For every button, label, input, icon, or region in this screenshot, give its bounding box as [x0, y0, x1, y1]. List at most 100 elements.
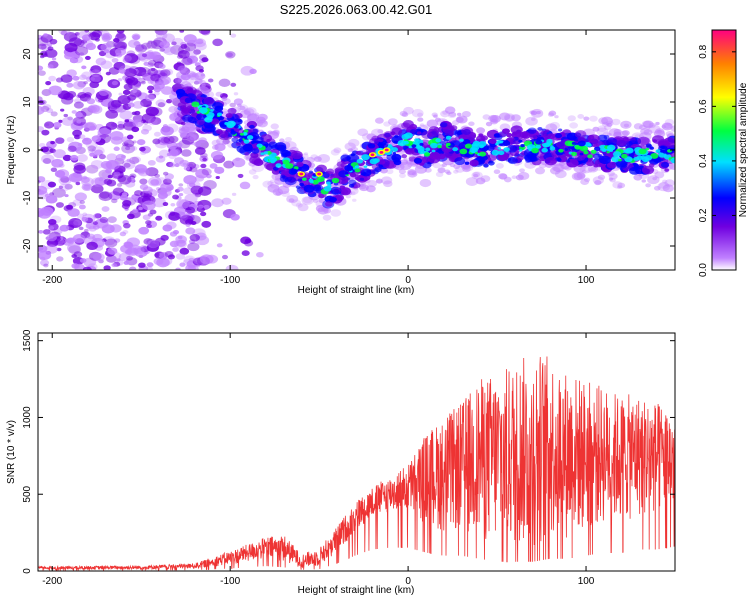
spectrogram-blob	[163, 171, 169, 176]
spectrogram-blob	[161, 79, 170, 85]
spectrogram-blob	[188, 72, 200, 81]
spectrogram-blob	[506, 145, 518, 153]
spectrogram-blob	[211, 144, 219, 150]
spectrogram-blob	[115, 153, 126, 162]
spectrogram-blob	[166, 161, 174, 168]
spectrogram-blob	[489, 138, 497, 144]
spectrogram-blob	[164, 173, 174, 180]
spectrogram-blob	[72, 234, 86, 244]
spectrogram-blob	[153, 131, 161, 137]
spectrogram-blob	[98, 89, 109, 97]
spectrogram-blob	[444, 106, 456, 114]
spectrogram-blob	[540, 130, 547, 136]
spectrogram-blob	[114, 238, 121, 243]
spectrogram-blob	[73, 164, 86, 174]
spectrogram-blob	[38, 180, 41, 184]
spectrogram-blob	[201, 220, 212, 228]
spectrogram-blob	[535, 144, 542, 149]
spectrogram-blob	[190, 185, 204, 195]
spectrogram-blob	[132, 119, 144, 128]
spectrogram-blob	[131, 156, 141, 163]
spectrogram-blob	[328, 196, 337, 203]
spectrogram-blob	[416, 131, 422, 135]
spectrogram-blob	[47, 64, 54, 69]
spectrogram-blob	[518, 149, 523, 152]
spectrogram-blob	[398, 169, 406, 175]
spectrogram-blob	[77, 31, 88, 39]
spectrogram-blob	[444, 169, 451, 174]
spectrogram-blob	[100, 43, 112, 52]
spectrogram-blob	[177, 50, 190, 59]
spectrogram-blob	[90, 74, 102, 83]
snr-x-tick-label: 0	[405, 576, 411, 587]
spectrogram-blob	[198, 79, 206, 85]
spectrogram-blob	[244, 151, 250, 156]
spectrogram-blob	[207, 78, 214, 83]
spectrogram-blob	[606, 144, 616, 151]
spectrogram-blob	[218, 78, 231, 88]
spectrogram-blob	[159, 188, 172, 197]
spectrogram-blob	[249, 124, 255, 129]
spectrogram-blob	[348, 179, 357, 186]
spectrogram-blob	[583, 150, 589, 155]
spectrogram-blob	[203, 204, 210, 210]
spectrogram-blob	[652, 176, 658, 181]
spectrogram-blob	[179, 30, 185, 33]
spectrogram-blob	[537, 126, 543, 131]
spectrogram-blob	[535, 139, 543, 145]
spectrogram-blob	[58, 163, 65, 168]
spectrogram-blob	[146, 223, 152, 229]
spectrogram-blob	[81, 65, 87, 70]
spectrogram-blob	[183, 187, 194, 195]
spectrogram-blob	[367, 143, 372, 147]
spectrogram-blob	[58, 183, 70, 192]
spectrogram-blob	[169, 162, 176, 168]
spectrogram-blob	[132, 100, 144, 109]
spectrogram-blob	[655, 149, 661, 153]
spectrogram-blob	[45, 81, 52, 86]
spectrogram-blob	[574, 130, 587, 139]
spectrogram-blob	[417, 149, 425, 155]
spectrogram-heatmap	[38, 30, 675, 270]
spectrogram-blob	[230, 213, 240, 221]
spectrogram-blob	[50, 140, 55, 145]
spectrogram-blob	[419, 142, 424, 146]
colorbar-tick-label: 0.8	[698, 44, 709, 58]
spectrogram-blob	[184, 97, 193, 104]
spectrogram-blob	[225, 264, 239, 270]
spectrogram-blob	[437, 167, 446, 173]
spectrogram-blob	[154, 30, 168, 36]
spectrogram-blob	[48, 75, 57, 82]
spectrogram-blob	[608, 173, 618, 180]
spectrogram-blob	[89, 125, 97, 131]
spectrogram-blob	[252, 174, 259, 180]
spectrogram-blob	[440, 122, 448, 128]
spectrogram-blob	[244, 106, 257, 116]
spectrogram-blob	[185, 50, 197, 59]
spectrogram-blob	[92, 253, 105, 262]
snr-x-tick-label: -100	[220, 576, 240, 587]
spectrogram-blob	[142, 186, 153, 194]
spectrogram-blob	[272, 188, 284, 196]
spectrogram-blob	[122, 55, 132, 62]
spectrogram-blob	[114, 41, 128, 51]
spectrogram-blob	[233, 98, 244, 106]
spectrogram-blob	[323, 186, 332, 192]
snr-x-tick-label: 100	[578, 576, 595, 587]
spectrogram-blob	[155, 215, 163, 221]
spectrogram-blob	[569, 122, 579, 129]
spectrogram-blob	[269, 181, 280, 189]
spectrogram-blob	[621, 153, 628, 159]
spectrogram-blob	[577, 140, 586, 147]
spectrogram-blob	[477, 141, 487, 148]
spectrogram-blob	[179, 247, 190, 255]
spectrogram-blob	[531, 147, 539, 154]
spectrogram-blob	[479, 151, 487, 157]
spectrogram-blob	[118, 252, 131, 262]
spectrogram-blob	[579, 152, 584, 156]
spectrogram-blob	[186, 87, 194, 92]
spectrogram-blob	[504, 139, 509, 143]
spectrogram-blob	[47, 181, 57, 188]
spectrogram-blob	[81, 34, 92, 42]
spectrogram-blob	[44, 48, 58, 58]
